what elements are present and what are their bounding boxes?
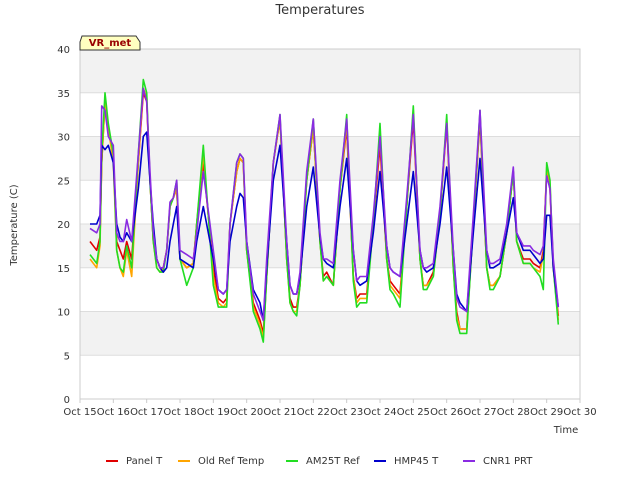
plot-band bbox=[80, 311, 580, 356]
x-tick-labels: Oct 15 Oct 16 Oct 17 Oct 18 Oct 19 Oct 20 Oct … bbox=[63, 399, 597, 418]
y-tick-label: 20 bbox=[57, 220, 70, 231]
x-tick-label: Oct 17 bbox=[130, 407, 163, 418]
x-axis-label: Time bbox=[553, 425, 578, 436]
y-tick-labels: 0 5 10 15 20 25 30 35 40 bbox=[57, 45, 70, 406]
x-tick-label: Oct 26 bbox=[430, 407, 463, 418]
chart-title: Temperatures bbox=[274, 3, 364, 18]
x-tick-label: Oct 27 bbox=[463, 407, 496, 418]
y-axis-label: Temperature (C) bbox=[9, 184, 20, 266]
plot-band bbox=[80, 180, 580, 224]
series-line-cnr1-prt bbox=[89, 87, 560, 322]
y-tick-label: 35 bbox=[57, 89, 70, 100]
axes-frame bbox=[79, 48, 581, 400]
x-tick-label: Oct 24 bbox=[363, 407, 396, 418]
legend-label: Panel T bbox=[126, 456, 163, 467]
y-tick-label: 15 bbox=[57, 264, 70, 275]
x-tick-label: Oct 15 bbox=[63, 407, 96, 418]
plot-band bbox=[80, 267, 580, 312]
plot-band bbox=[80, 49, 580, 93]
plot-band bbox=[80, 92, 580, 137]
legend-label: AM25T Ref bbox=[306, 456, 360, 467]
x-tick-label: Oct 28 bbox=[497, 407, 530, 418]
x-tick-label: Oct 29 bbox=[530, 407, 563, 418]
plot-band bbox=[80, 136, 580, 181]
y-tick-label: 30 bbox=[57, 133, 70, 144]
y-tick-label: 40 bbox=[57, 45, 70, 56]
y-tick-label: 25 bbox=[57, 176, 70, 187]
station-tag-label: VR_met bbox=[89, 38, 132, 49]
legend-label: CNR1 PRT bbox=[483, 456, 533, 467]
y-tick-label: 0 bbox=[64, 395, 70, 406]
x-tick-label: Oct 30 bbox=[563, 407, 596, 418]
x-tick-label: Oct 21 bbox=[263, 407, 296, 418]
x-tick-label: Oct 20 bbox=[230, 407, 263, 418]
plot-frame bbox=[79, 48, 581, 400]
x-tick-label: Oct 16 bbox=[97, 407, 130, 418]
x-tick-label: Oct 19 bbox=[197, 407, 230, 418]
plot-band bbox=[80, 355, 580, 399]
plot-background-bands bbox=[80, 49, 580, 399]
legend-label: Old Ref Temp bbox=[198, 456, 264, 467]
station-tag: VR_met bbox=[79, 35, 141, 51]
legend-label: HMP45 T bbox=[394, 456, 439, 467]
x-tick-label: Oct 22 bbox=[297, 407, 330, 418]
y-tick-label: 5 bbox=[64, 351, 70, 362]
y-tick-label: 10 bbox=[57, 308, 70, 319]
x-tick-label: Oct 23 bbox=[330, 407, 363, 418]
x-tick-label: Oct 18 bbox=[163, 407, 196, 418]
legend: Panel T Old Ref Temp AM25T Ref HMP45 T CNR1 … bbox=[106, 456, 533, 467]
x-tick-label: Oct 25 bbox=[397, 407, 430, 418]
series-lines bbox=[89, 78, 560, 343]
